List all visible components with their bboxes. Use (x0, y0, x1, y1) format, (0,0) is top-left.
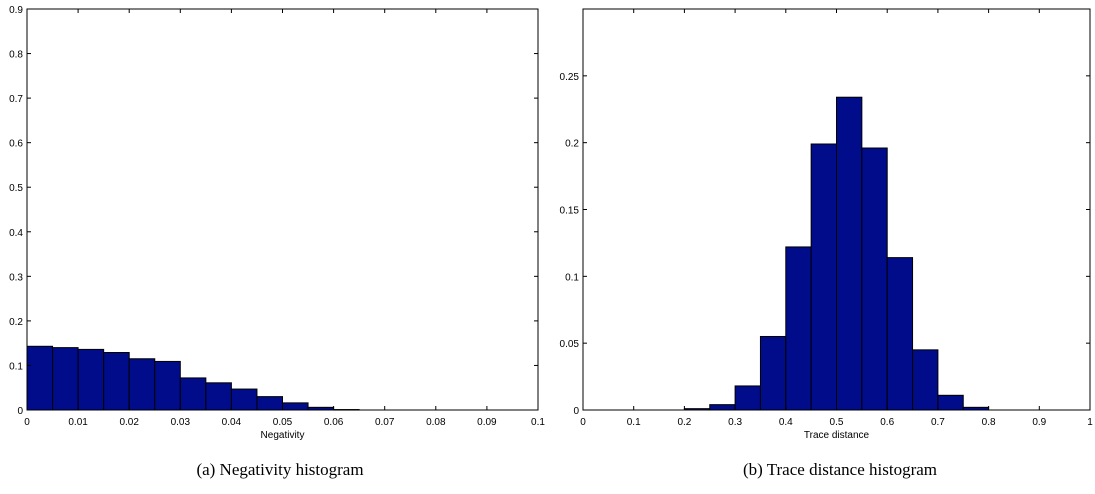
histogram-bar (154, 360, 181, 411)
histogram-bar (810, 143, 838, 411)
y-tick-label: 0.1 (9, 361, 23, 372)
histogram-bar (759, 335, 787, 411)
chart-negativity: 0 0.01 0.02 0.03 0.04 0.05 0.06 0.07 0.08 0.09 0.1… (9, 5, 545, 441)
histogram-bar (52, 347, 79, 411)
x-tick-label: 0.04 (222, 417, 242, 428)
histogram-bar (179, 377, 207, 411)
x-tick-label: 0.08 (426, 417, 446, 428)
histogram-bar (861, 147, 888, 411)
caption-trace-distance-histogram: (b) Trace distance histogram (742, 460, 938, 479)
x-tick-label: 0.4 (779, 417, 793, 428)
x-axis-label: Negativity (261, 430, 305, 441)
y-tick-label: 0.7 (9, 94, 23, 105)
y-tick-label: 0.6 (9, 139, 23, 150)
histogram-bar (230, 388, 258, 411)
x-tick-label: 0.06 (324, 417, 344, 428)
caption-negativity-histogram: (a) Negativity histogram (196, 460, 364, 479)
y-tick-label: 0.2 (565, 139, 579, 150)
y-tick-label: 0.25 (560, 72, 580, 83)
y-tick-label: 0.05 (560, 339, 580, 350)
x-tick-label: 0.5 (830, 417, 844, 428)
x-tick-label: 0.01 (68, 417, 88, 428)
histogram-bar (282, 402, 309, 411)
y-tick-label: 0.3 (9, 272, 23, 283)
histogram-bar (734, 385, 761, 411)
y-tick-label: 0 (17, 406, 23, 417)
histogram-bar (26, 345, 54, 411)
x-tick-label: 0.9 (1032, 417, 1046, 428)
y-tick-label: 0.15 (560, 206, 580, 217)
y-tick-label: 0.5 (9, 183, 23, 194)
x-tick-label: 0.7 (931, 417, 945, 428)
x-tick-label: 0.8 (982, 417, 996, 428)
histogram-bar (709, 404, 736, 411)
histogram-bar (785, 246, 812, 411)
histogram-bar (205, 382, 232, 411)
y-tick-label: 0.8 (9, 50, 23, 61)
x-tick-label: 0 (580, 417, 586, 428)
x-tick-label: 0.03 (171, 417, 191, 428)
histogram-bar (128, 358, 156, 411)
x-tick-label: 0.1 (531, 417, 545, 428)
histogram-bar (77, 348, 105, 411)
y-tick-label: 0 (573, 406, 579, 417)
x-axis-label: Trace distance (804, 430, 870, 441)
x-tick-label: 0.6 (880, 417, 894, 428)
x-tick-label: 0.05 (273, 417, 293, 428)
histogram-bar (912, 349, 939, 411)
x-tick-label: 1 (1087, 417, 1093, 428)
y-tick-label: 0.2 (9, 317, 23, 328)
x-tick-label: 0 (24, 417, 30, 428)
x-tick-label: 0.07 (375, 417, 395, 428)
x-tick-label: 0.09 (477, 417, 497, 428)
chart-trace-distance: 0 0.1 0.2 0.3 0.4 0.5 0.6 0.7 0.8 0.9 1 0 0.05 0.1 0.1… (560, 8, 1093, 441)
histogram-bar (103, 352, 130, 411)
y-tick-label: 0.9 (9, 5, 23, 16)
y-tick-label: 0.4 (9, 228, 23, 239)
x-tick-label: 0.3 (728, 417, 742, 428)
x-tick-label: 0.2 (677, 417, 691, 428)
x-tick-label: 0.02 (119, 417, 139, 428)
histogram-bar (886, 257, 914, 411)
y-tick-label: 0.1 (565, 272, 579, 283)
x-tick-label: 0.1 (627, 417, 641, 428)
histogram-bar (836, 96, 863, 411)
histogram-bar (937, 394, 964, 411)
histogram-bar (256, 396, 284, 411)
